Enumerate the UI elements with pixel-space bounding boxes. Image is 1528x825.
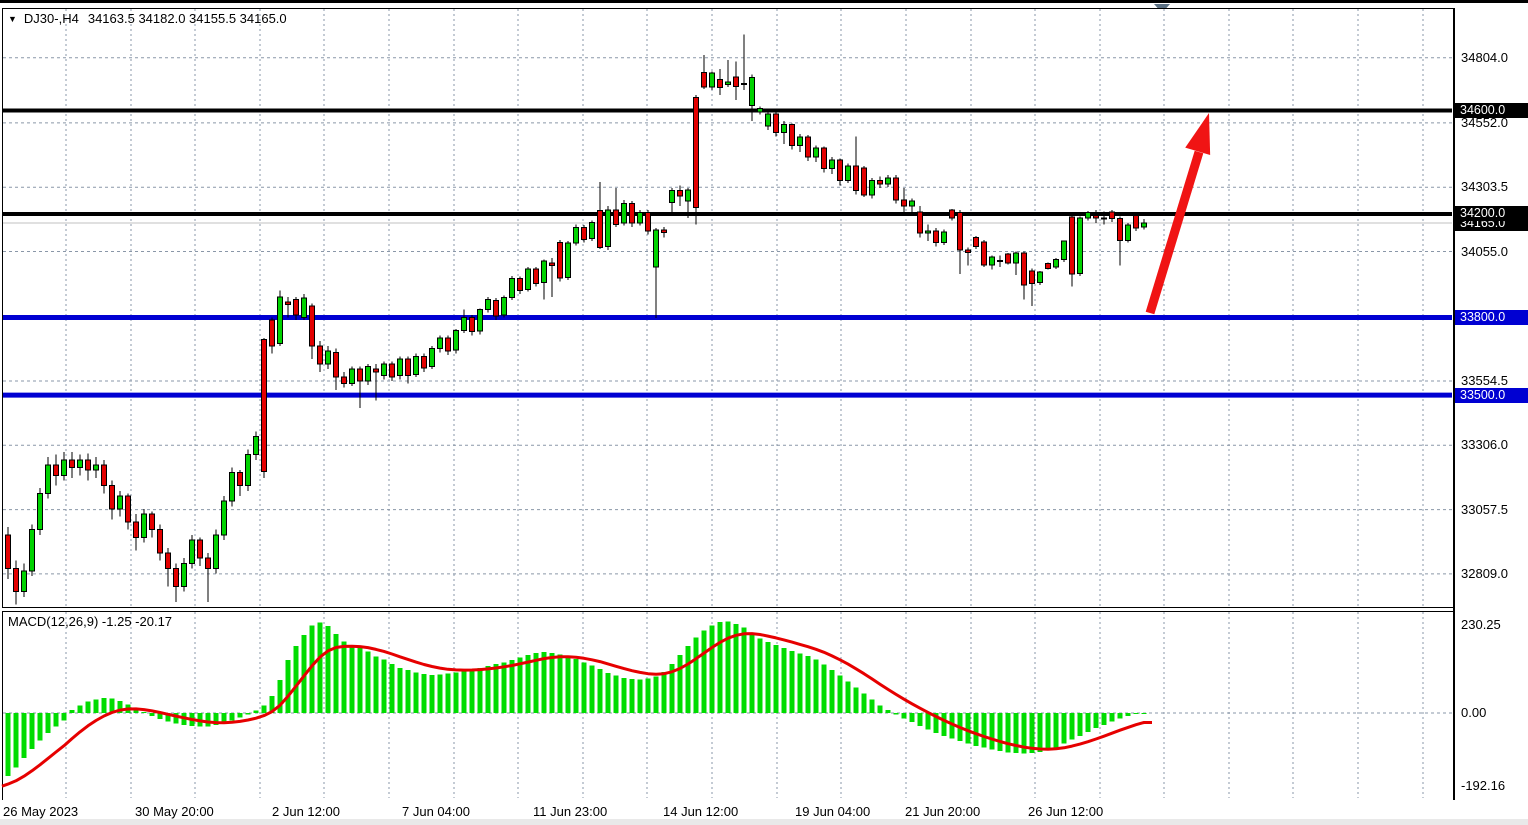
time-axis-label: 7 Jun 04:00 (402, 804, 470, 819)
window-top-border (0, 0, 1528, 3)
price-axis[interactable]: 34804.0 34552.0 34303.5 34055.0 33554.5 33306… (1455, 0, 1528, 800)
trend-arrow-shaft[interactable] (1145, 150, 1204, 315)
macd-axis-label: -192.16 (1461, 778, 1506, 794)
candlestick-series (5, 34, 1147, 605)
price-axis-badge: 34200.0 (1455, 206, 1528, 222)
price-axis-label: 34552.0 (1461, 114, 1508, 130)
macd-axis-label: 0.00 (1461, 705, 1487, 720)
price-axis-label: 34804.0 (1461, 49, 1508, 65)
time-axis-label: 11 Jun 23:00 (533, 804, 608, 819)
trend-arrow-head[interactable] (1185, 113, 1211, 156)
bottom-strip (0, 819, 1528, 825)
price-axis-label: 33306.0 (1461, 437, 1508, 453)
time-axis-label: 26 Jun 12:00 (1028, 804, 1104, 819)
price-axis-badge: 33500.0 (1455, 387, 1528, 403)
price-chart-panel[interactable] (2, 8, 1454, 608)
time-axis-label: 30 May 20:00 (135, 804, 214, 819)
price-axis-label: 33554.5 (1461, 373, 1508, 388)
time-axis[interactable]: 26 May 2023 30 May 20:00 2 Jun 12:00 7 Jun … (0, 800, 1528, 825)
price-axis-label: 33057.5 (1461, 501, 1508, 517)
macd-axis-label: 230.25 (1461, 617, 1501, 633)
time-axis-label: 21 Jun 20:00 (905, 804, 981, 819)
price-axis-label: 34055.0 (1461, 243, 1508, 259)
macd-histogram (5, 621, 1147, 776)
macd-indicator-label: MACD(12,26,9) -1.25 -20.17 (8, 614, 173, 629)
price-axis-label: 32809.0 (1461, 565, 1508, 581)
price-axis-badge: 34600.0 (1455, 103, 1528, 118)
time-axis-label: 2 Jun 12:00 (272, 804, 340, 819)
ohlc-quote-label: 34163.5 34182.0 34155.5 34165.0 (87, 11, 287, 26)
price-axis-border (1453, 8, 1455, 800)
symbol-period-label: DJ30-,H4 (23, 11, 79, 26)
time-axis-label: 26 May 2023 (3, 804, 79, 819)
price-axis-label: 34303.5 (1461, 179, 1508, 195)
macd-signal-line (1, 632, 1152, 788)
dropdown-arrow-icon[interactable]: ▼ (8, 14, 17, 24)
time-axis-label: 14 Jun 12:00 (663, 804, 739, 819)
chart-title: ▼ DJ30-,H4 34163.5 34182.0 34155.5 34165.0 (8, 11, 287, 26)
price-axis-badge: 33800.0 (1455, 309, 1528, 325)
time-axis-label: 19 Jun 04:00 (795, 804, 871, 819)
